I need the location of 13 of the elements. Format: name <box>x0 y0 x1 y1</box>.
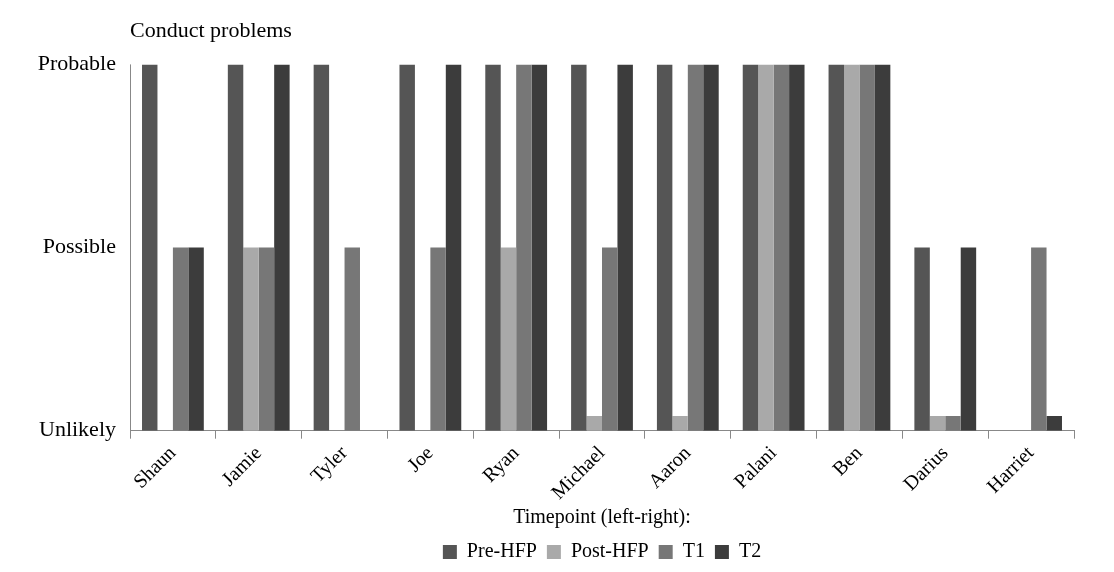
x-tick-label: Joe <box>402 441 437 476</box>
x-tick-label: Tyler <box>305 440 353 488</box>
legend-label: Post-HFP <box>570 539 649 562</box>
text: Probable <box>37 50 116 76</box>
text: Possible <box>42 233 116 259</box>
legend-label: T1 <box>682 539 705 562</box>
legend-label: T2 <box>738 539 762 562</box>
legend-label: Pre-HFP <box>466 539 537 562</box>
legend-title: Timepoint (left-right): <box>513 505 691 529</box>
x-tick-label: Ben <box>827 441 866 480</box>
chart-title: Conduct problems <box>130 16 292 42</box>
x-tick-label: Ryan <box>477 441 524 487</box>
text: Unlikely <box>39 416 116 442</box>
